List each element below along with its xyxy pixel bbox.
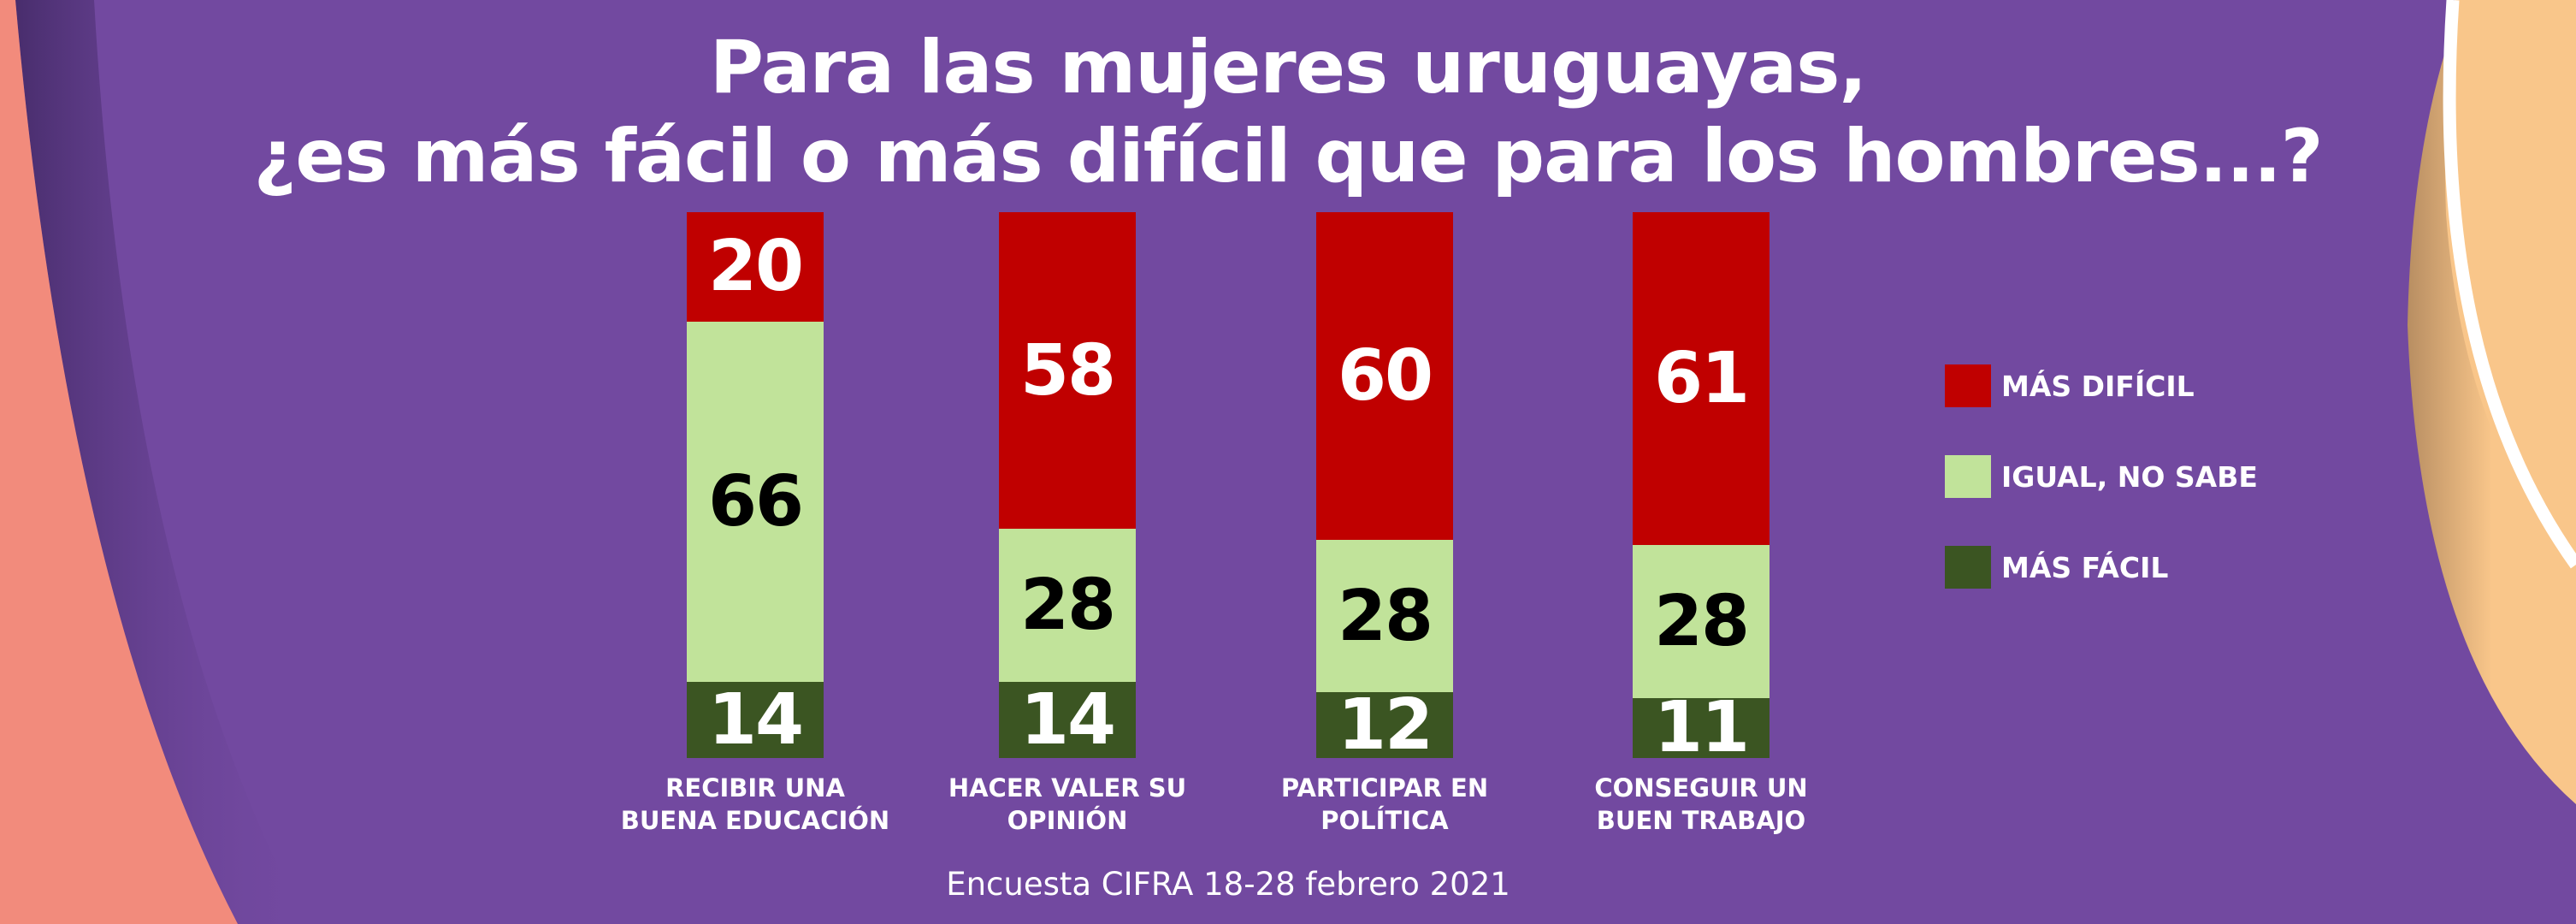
data-label: 28 bbox=[1019, 564, 1116, 646]
bar-segment: 11 bbox=[1633, 687, 1770, 768]
bar-segment: 60 bbox=[1316, 212, 1453, 540]
category-label-line: CONSEGUIR UN bbox=[1594, 773, 1808, 803]
source-footer: Encuesta CIFRA 18-28 febrero 2021 bbox=[946, 866, 1510, 903]
category-label-line: BUENA EDUCACIÓN bbox=[620, 806, 890, 835]
legend-label: IGUAL, NO SABE bbox=[2001, 459, 2258, 494]
bar-segment: 14 bbox=[999, 678, 1136, 761]
legend-swatch bbox=[1945, 546, 1991, 589]
bar-stack: 58 28 14 bbox=[999, 212, 1136, 761]
legend-label: MÁS DIFÍCIL bbox=[2001, 369, 2195, 403]
legend-label: MÁS FÁCIL bbox=[2001, 550, 2169, 584]
data-label: 14 bbox=[707, 678, 804, 761]
legend-item-mas-facil: MÁS FÁCIL bbox=[1945, 546, 2168, 589]
right-white-arc bbox=[2443, 0, 2576, 569]
left-salmon-shape bbox=[0, 0, 238, 924]
left-shadow bbox=[15, 0, 308, 924]
data-label: 28 bbox=[1337, 575, 1433, 657]
category-label-line: RECIBIR UNA bbox=[665, 773, 845, 803]
data-label: 12 bbox=[1337, 684, 1433, 767]
data-label: 14 bbox=[1019, 678, 1116, 761]
bar-segment: 20 bbox=[687, 212, 824, 322]
category-label: CONSEGUIR UN BUEN TRABAJO bbox=[1547, 772, 1855, 837]
chart-title-line1: Para las mujeres uruguayas, bbox=[709, 25, 1867, 110]
bar-segment: 66 bbox=[687, 321, 824, 682]
bar-segment: 14 bbox=[687, 678, 824, 761]
legend-swatch bbox=[1945, 364, 1991, 407]
data-label: 20 bbox=[707, 226, 804, 308]
legend-item-mas-dificil: MÁS DIFÍCIL bbox=[1945, 364, 2195, 407]
bar-segment: 61 bbox=[1633, 212, 1770, 546]
legend-item-igual-no-sabe: IGUAL, NO SABE bbox=[1945, 455, 2258, 498]
category-label: RECIBIR UNA BUENA EDUCACIÓN bbox=[601, 772, 909, 837]
data-label: 58 bbox=[1019, 329, 1116, 412]
chart-title-line2: ¿es más fácil o más difícil que para los… bbox=[253, 114, 2323, 199]
bar-segment: 58 bbox=[999, 212, 1136, 530]
category-label-line: HACER VALER SU bbox=[948, 773, 1187, 803]
category-label-line: POLÍTICA bbox=[1320, 806, 1449, 835]
bar-stack: 60 28 12 bbox=[1316, 212, 1453, 766]
category-label-line: OPINIÓN bbox=[1007, 806, 1128, 835]
category-label: PARTICIPAR EN POLÍTICA bbox=[1231, 772, 1539, 837]
data-label: 11 bbox=[1653, 687, 1750, 769]
bar-segment: 28 bbox=[1316, 539, 1453, 693]
bar-segment: 28 bbox=[1633, 545, 1770, 698]
category-label-line: PARTICIPAR EN bbox=[1280, 773, 1489, 803]
data-label: 61 bbox=[1653, 338, 1750, 420]
bar-stack: 20 66 14 bbox=[687, 212, 824, 761]
data-label: 60 bbox=[1337, 335, 1433, 417]
right-inner-peach bbox=[2444, 0, 2576, 565]
data-label: 28 bbox=[1653, 580, 1750, 662]
category-label: HACER VALER SU OPINIÓN bbox=[913, 772, 1221, 837]
bar-segment: 28 bbox=[999, 529, 1136, 682]
category-label-line: BUEN TRABAJO bbox=[1596, 806, 1806, 835]
bar-stack: 61 28 11 bbox=[1633, 212, 1770, 768]
bar-segment: 12 bbox=[1316, 684, 1453, 766]
legend-swatch bbox=[1945, 455, 1991, 498]
data-label: 66 bbox=[707, 460, 804, 542]
